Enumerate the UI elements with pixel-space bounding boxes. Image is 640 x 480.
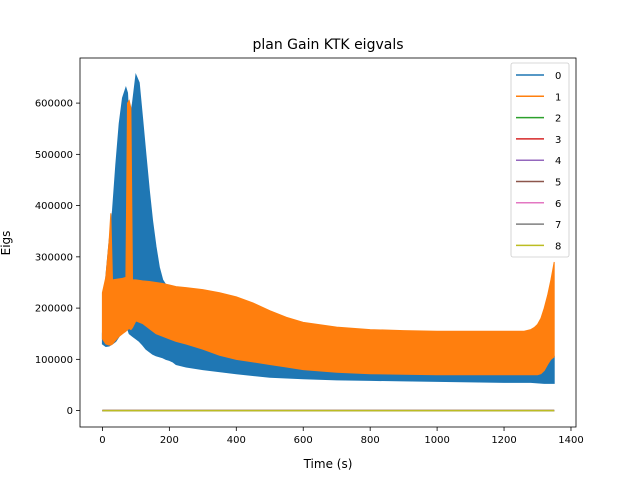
legend-label-5: 5 (555, 178, 561, 189)
legend-label-0: 0 (555, 71, 561, 82)
y-tick-label: 500000 (35, 150, 73, 161)
series-layer (101, 72, 555, 412)
x-tick-label: 200 (160, 435, 179, 446)
y-tick-label: 300000 (35, 252, 73, 263)
y-axis-label: Eigs (0, 231, 13, 256)
chart-title: plan Gain KTK eigvals (252, 37, 403, 53)
x-tick-label: 600 (294, 435, 313, 446)
x-tick-label: 1000 (424, 435, 449, 446)
legend-label-8: 8 (555, 241, 561, 252)
legend-label-6: 6 (555, 199, 561, 210)
x-tick-label: 1400 (558, 435, 583, 446)
legend-label-4: 4 (555, 156, 561, 167)
y-tick-label: 0 (67, 406, 73, 417)
legend-label-2: 2 (555, 114, 561, 125)
legend-label-3: 3 (555, 135, 561, 146)
plot-frame (79, 57, 577, 428)
y-tick-label: 200000 (35, 304, 73, 315)
y-axis: 0 100000 200000 300000 400000 500000 600000 (35, 99, 80, 417)
legend-label-1: 1 (555, 92, 561, 103)
x-tick-label: 400 (227, 435, 246, 446)
y-tick-label: 100000 (35, 355, 73, 366)
x-axis-label: Time (s) (303, 457, 353, 471)
plot-area (79, 57, 577, 428)
legend: 0 1 2 3 4 5 6 7 8 (510, 62, 570, 258)
y-tick-label: 400000 (35, 201, 73, 212)
x-tick-label: 800 (361, 435, 380, 446)
series-1-band (101, 99, 555, 376)
y-tick-label: 600000 (35, 99, 73, 110)
x-tick-label: 0 (99, 435, 105, 446)
legend-label-7: 7 (555, 220, 561, 231)
x-tick-label: 1200 (491, 435, 516, 446)
x-axis: 0 200 400 600 800 1000 1200 1400 (99, 427, 584, 446)
